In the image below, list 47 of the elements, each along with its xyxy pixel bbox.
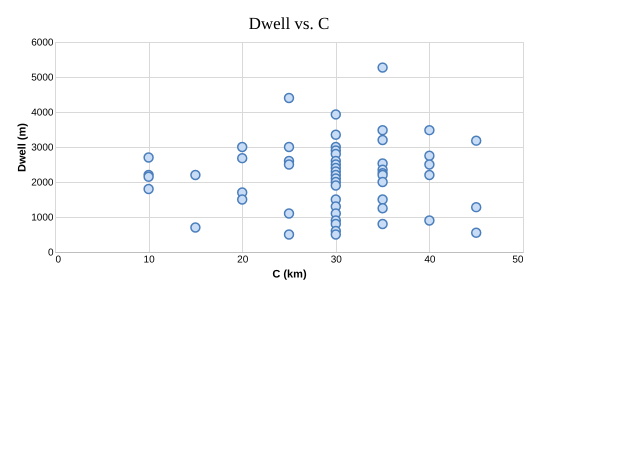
point [284,142,294,152]
y-tick-label: 3000 [31,142,54,154]
point [284,229,294,240]
point [424,124,435,136]
point [470,202,482,212]
point [470,228,482,238]
point [424,150,435,161]
x-tick-label: 50 [512,254,524,266]
chart-title: Dwell vs. C [248,14,330,33]
x-tick-label: 30 [330,254,342,266]
x-tick-label: 20 [237,254,249,266]
point [377,194,388,205]
y-tick-label: 4000 [31,108,54,118]
point [424,170,435,180]
point [143,152,154,163]
point [284,92,294,104]
point [377,176,388,188]
point [236,152,248,164]
y-tick-label: 5000 [31,72,54,84]
x-tick-label: 10 [144,254,156,266]
point [236,142,248,152]
x-tick-label: 0 [56,254,62,266]
point [190,222,201,233]
x-tick-label: 40 [424,254,436,266]
point [377,218,388,230]
y-tick-label: 0 [48,248,54,258]
y-axis-title: Dwell (m) [16,122,28,172]
point [236,194,248,205]
point [424,215,435,226]
y-tick-label: 6000 [31,38,54,48]
point [190,170,201,180]
point [377,203,388,214]
point [377,124,388,136]
y-tick-label: 2000 [31,178,54,188]
point [330,109,342,120]
x-axis-title: C (km) [272,268,307,280]
point [330,130,342,140]
y-tick-label: 1000 [31,212,54,224]
point [143,184,154,194]
point [377,134,388,146]
point [470,135,482,146]
point [377,62,388,73]
point [284,159,294,170]
point [424,159,435,170]
point [284,208,294,219]
point [330,229,342,240]
point [330,180,342,191]
